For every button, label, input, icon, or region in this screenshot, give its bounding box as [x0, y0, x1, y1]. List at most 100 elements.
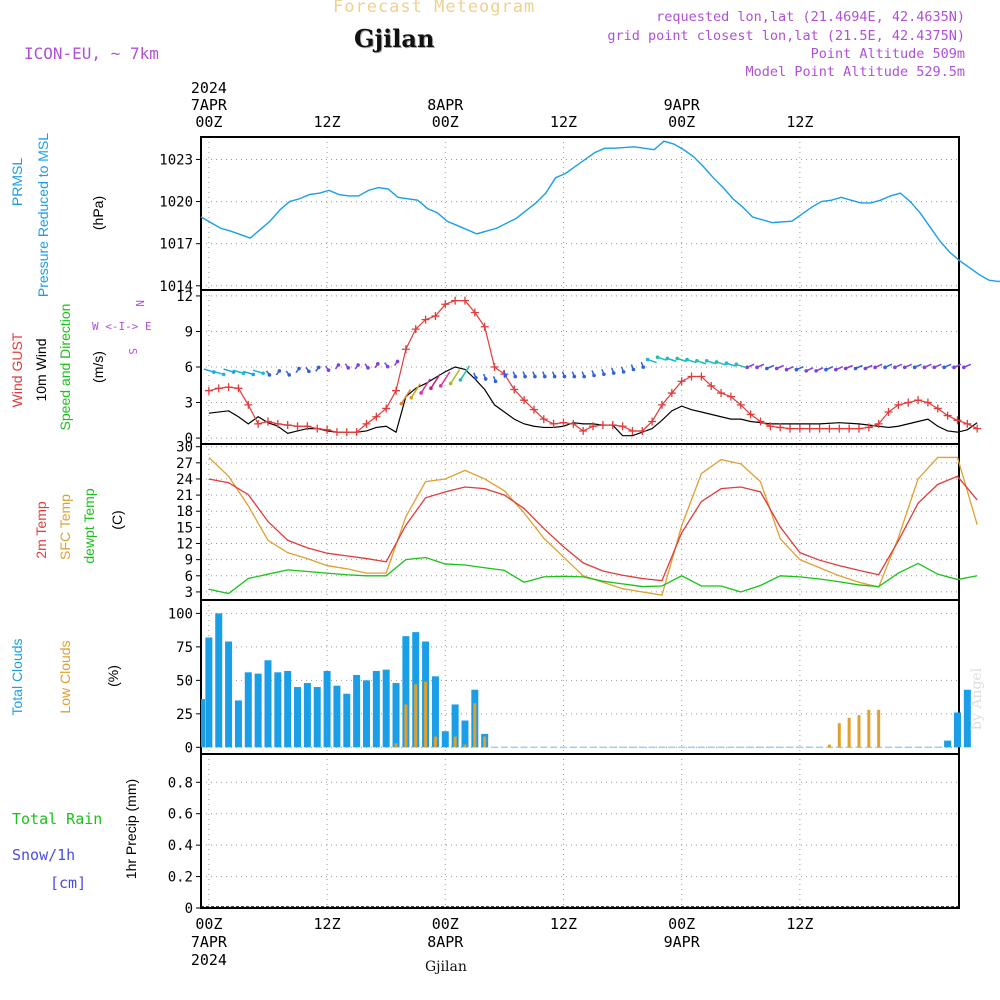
gust-marker [628, 426, 637, 435]
wind-arrow-head [893, 365, 897, 370]
gust-marker [667, 389, 676, 398]
gust-marker [884, 408, 893, 417]
total-cloud-bar [274, 672, 282, 748]
compass-north: N [133, 300, 146, 307]
wind-arrow-head [316, 365, 321, 370]
gust-marker [825, 424, 834, 433]
y-tick-label: 15 [176, 520, 193, 536]
gust-marker [854, 424, 863, 433]
gust-marker [726, 392, 735, 401]
gust-marker [539, 415, 548, 424]
gust-marker [332, 428, 341, 437]
wind-arrow-head [251, 372, 256, 377]
gust-marker [707, 381, 716, 390]
gust-marker [382, 404, 391, 413]
wind-arrow-head [755, 365, 759, 370]
wind-arrow [344, 363, 351, 370]
bottom-time-label: 00Z [195, 915, 222, 933]
total-cloud-bar [264, 660, 272, 748]
top-time-label: 8APR [427, 96, 464, 114]
gust-marker [520, 396, 529, 405]
y-tick-label: 24 [176, 472, 193, 488]
wind-arrow [645, 357, 657, 364]
wind-arrow-head [641, 365, 646, 369]
model-label: ICON-EU, ~ 7km [24, 44, 159, 63]
gust-marker [746, 410, 755, 419]
panel-frame [200, 753, 960, 909]
low-cloud-bar [404, 704, 408, 748]
wind-arrow-head [221, 372, 226, 377]
wind-arrow [704, 358, 716, 365]
wind-arrow-head [774, 366, 779, 371]
y-tick-label: 1017 [159, 237, 193, 253]
wind-arrow [374, 362, 380, 369]
gust-marker [963, 419, 972, 428]
wind-arrow [932, 363, 942, 370]
wind-arrow-head [552, 374, 557, 379]
wind-arrow-head [336, 363, 341, 367]
dewpoint-side-label: dewpt Temp [81, 488, 97, 563]
dewpoint-line [208, 556, 978, 595]
wind-arrow-shaft [440, 371, 451, 387]
gust-marker [480, 322, 489, 331]
gust-marker [845, 424, 854, 433]
footer-location: Gjilan [425, 959, 467, 975]
gust-marker [638, 426, 647, 435]
panel-1: 1014 1017 1020 1023 [159, 136, 960, 295]
y-tick-label: 6 [185, 360, 193, 376]
wind-arrow-head [952, 365, 956, 370]
gust-marker [569, 419, 578, 428]
wind-arrow [601, 368, 606, 377]
wind-arrow [745, 363, 755, 370]
wind-arrow-head [645, 357, 650, 362]
total-cloud-side-label: Total Clouds [9, 638, 25, 715]
wind-arrow [833, 365, 844, 372]
total-cloud-bar-edge [201, 699, 205, 748]
wind-arrow-head [655, 355, 660, 360]
point-altitude: Point Altitude 509m [810, 46, 965, 62]
gust-marker [559, 418, 568, 427]
y-tick-label: 25 [176, 707, 193, 723]
gust-marker [234, 384, 243, 393]
wind-arrow [438, 371, 451, 388]
wind-arrow [630, 364, 636, 372]
model-altitude: Model Point Altitude 529.5m [745, 64, 965, 80]
wind-arrow-head [261, 371, 265, 376]
gust-marker [204, 386, 213, 395]
wind-arrow [581, 371, 586, 379]
wind-arrow [912, 363, 922, 370]
gust-marker [687, 372, 696, 381]
wind-arrow [542, 371, 547, 379]
wind-arrow-head [883, 365, 887, 370]
wind-arrow [512, 371, 518, 379]
wind-arrow-head [794, 367, 799, 372]
y-tick-label: 3 [185, 396, 193, 412]
total-cloud-bar [225, 641, 233, 748]
wind-arrow [873, 363, 883, 370]
wind-arrow-shaft [420, 378, 431, 394]
gust-marker [470, 308, 479, 317]
wind-arrow [551, 371, 557, 379]
wind-arrow [409, 383, 421, 400]
total-cloud-bar [392, 683, 400, 748]
gust-marker [618, 422, 627, 431]
gust-marker [244, 400, 253, 409]
wind-arrow-head [267, 373, 272, 377]
total-cloud-bar [313, 687, 321, 748]
wind-arrow-shaft [430, 373, 441, 389]
wind-arrow [213, 370, 226, 377]
wind-arrow [243, 370, 256, 377]
total-cloud-bar [205, 637, 213, 748]
gust-marker [352, 428, 361, 437]
wind-arrow-head [409, 395, 414, 400]
gust-marker [401, 345, 410, 354]
total-cloud-bar [244, 672, 252, 748]
gust-marker [864, 423, 873, 432]
wind-arrow [765, 364, 775, 371]
panel-4: 0 25 50 75 100 [168, 599, 960, 756]
wind-arrow-head [429, 386, 433, 391]
wind-arrow [665, 356, 677, 363]
wind-arrow-head [503, 373, 508, 378]
wind-arrow-head [523, 374, 527, 379]
gust-marker [254, 419, 263, 428]
